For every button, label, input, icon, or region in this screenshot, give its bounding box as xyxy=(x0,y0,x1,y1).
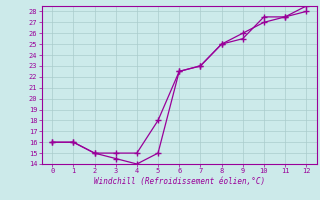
X-axis label: Windchill (Refroidissement éolien,°C): Windchill (Refroidissement éolien,°C) xyxy=(94,177,265,186)
